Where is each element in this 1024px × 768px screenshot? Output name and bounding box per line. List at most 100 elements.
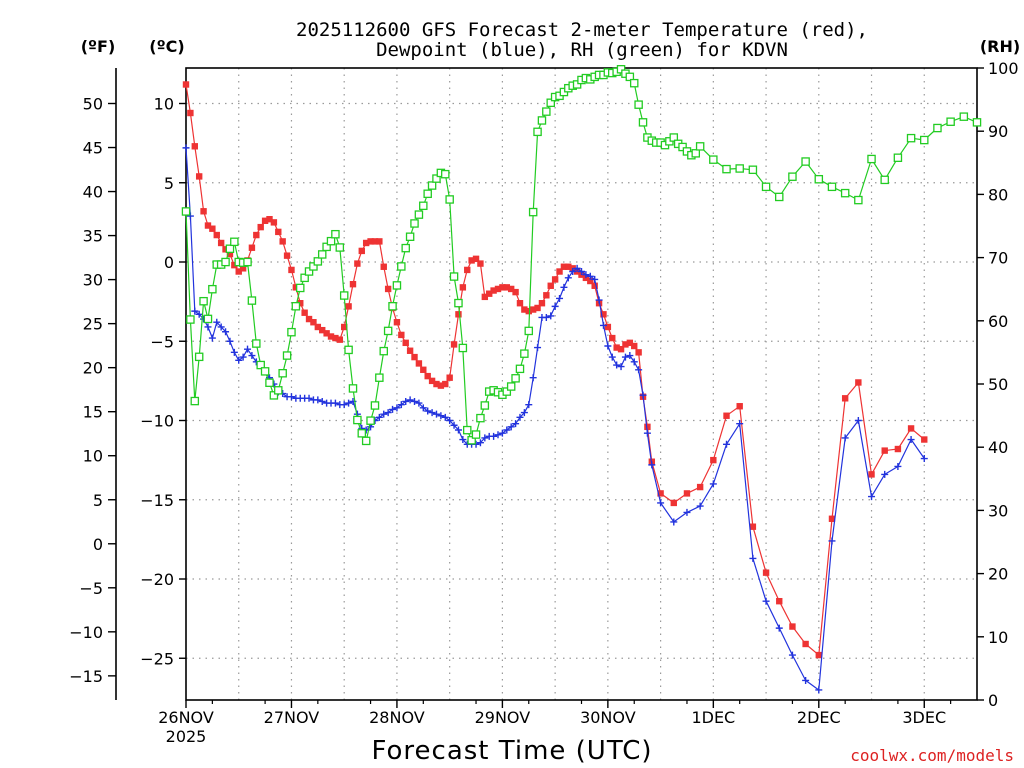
- fahrenheit-tick-label: 5: [93, 491, 103, 510]
- rh-point: [520, 349, 529, 358]
- dewpoint-point: [617, 363, 625, 371]
- temperature-point: [547, 282, 554, 289]
- dewpoint-point: [657, 499, 665, 507]
- dewpoint-point: [437, 412, 445, 420]
- rh-point: [775, 192, 784, 202]
- dewpoint-point: [516, 413, 524, 421]
- temperature-point: [507, 285, 515, 293]
- fahrenheit-tick-label: −15: [69, 667, 103, 686]
- dewpoint-point: [564, 274, 572, 282]
- rh-point: [458, 343, 468, 353]
- dewpoint-point: [217, 323, 225, 331]
- temperature-point: [604, 323, 612, 331]
- temperature-point: [301, 309, 308, 316]
- fahrenheit-tick-label: 40: [83, 183, 103, 202]
- temperature-point: [696, 483, 704, 491]
- fahrenheit-tick-label: 30: [83, 271, 103, 290]
- temperature-point: [217, 239, 225, 247]
- temperature-point: [424, 372, 431, 380]
- temperature-point: [428, 377, 436, 385]
- dewpoint-point: [384, 409, 392, 417]
- rh-point: [353, 415, 362, 425]
- x-tick-label: 1DEC: [691, 708, 735, 727]
- temperature-point: [314, 323, 322, 331]
- temperature-point: [464, 266, 471, 274]
- x-tick-label: 2DEC: [797, 708, 841, 727]
- temperature-point: [345, 303, 352, 310]
- temperature-point: [560, 263, 568, 270]
- dewpoint-point: [586, 272, 594, 280]
- temperature-point: [613, 344, 620, 351]
- rh-point: [287, 327, 296, 337]
- rh-point: [801, 157, 810, 166]
- fahrenheit-tick-label: 35: [83, 227, 103, 246]
- rh-unit-label: (RH): [980, 37, 1020, 56]
- rh-point: [616, 65, 626, 74]
- rh-point: [344, 345, 353, 355]
- temperature-point: [341, 323, 348, 331]
- dewpoint-point: [573, 264, 581, 272]
- temperature-point: [235, 268, 242, 275]
- dewpoint-point: [239, 353, 247, 361]
- temperature-point: [305, 315, 313, 323]
- rh-tick-label: 10: [988, 628, 1008, 647]
- temperature-point: [565, 263, 572, 270]
- rh-point: [933, 123, 942, 133]
- dewpoint-point: [534, 344, 542, 352]
- dewpoint-point: [428, 409, 436, 417]
- dewpoint-point: [213, 318, 221, 326]
- rh-point: [256, 360, 265, 370]
- dewpoint-point: [635, 366, 643, 374]
- rh-point: [467, 435, 476, 445]
- dewpoint-point: [424, 407, 432, 415]
- fahrenheit-tick-label: 10: [83, 447, 103, 466]
- rh-point: [282, 351, 292, 360]
- rh-point: [410, 219, 419, 228]
- temperature-point: [802, 640, 809, 648]
- dewpoint-point: [854, 417, 862, 424]
- rh-point: [722, 164, 731, 174]
- rh-point: [247, 296, 257, 305]
- dewpoint-point: [578, 268, 585, 276]
- temperature-point: [437, 382, 445, 389]
- dewpoint-point: [582, 271, 590, 279]
- dewpoint-point: [595, 296, 603, 304]
- rh-point: [186, 315, 195, 324]
- temperature-point: [600, 311, 607, 318]
- temperature-point: [591, 282, 598, 289]
- dewpoint-point: [621, 353, 629, 361]
- temperature-point: [521, 306, 528, 313]
- rh-point: [194, 352, 204, 362]
- temperature-point: [371, 238, 379, 245]
- dewpoint-point: [639, 391, 647, 399]
- temperature-point: [622, 341, 629, 348]
- rh-point: [269, 391, 279, 400]
- rh-point: [414, 210, 424, 219]
- rh-point: [392, 281, 402, 290]
- dewpoint-point: [389, 405, 397, 413]
- source-credit: coolwx.com/models: [850, 746, 1014, 765]
- rh-point: [972, 118, 982, 127]
- dewpoint-point: [604, 342, 612, 350]
- rh-point: [181, 207, 191, 216]
- temperature-point: [349, 280, 357, 288]
- rh-point: [313, 257, 323, 266]
- rh-point: [296, 283, 305, 293]
- dewpoint-point: [709, 480, 717, 488]
- temperature-point: [503, 284, 510, 291]
- temperature-point: [393, 319, 401, 326]
- dewpoint-point: [907, 436, 915, 444]
- axes: [108, 67, 984, 708]
- rh-point: [331, 229, 340, 239]
- rh-point: [454, 298, 463, 308]
- dewpoint-point: [340, 401, 348, 409]
- rh-point: [524, 326, 534, 336]
- rh-point: [748, 165, 758, 175]
- temperature-point: [587, 277, 594, 285]
- rh-tick-label: 50: [988, 375, 1008, 394]
- rh-point: [761, 182, 771, 192]
- rh-point: [533, 127, 542, 137]
- temperature-point: [239, 265, 247, 272]
- temperature-point: [270, 219, 278, 226]
- dewpoint-point: [569, 268, 577, 276]
